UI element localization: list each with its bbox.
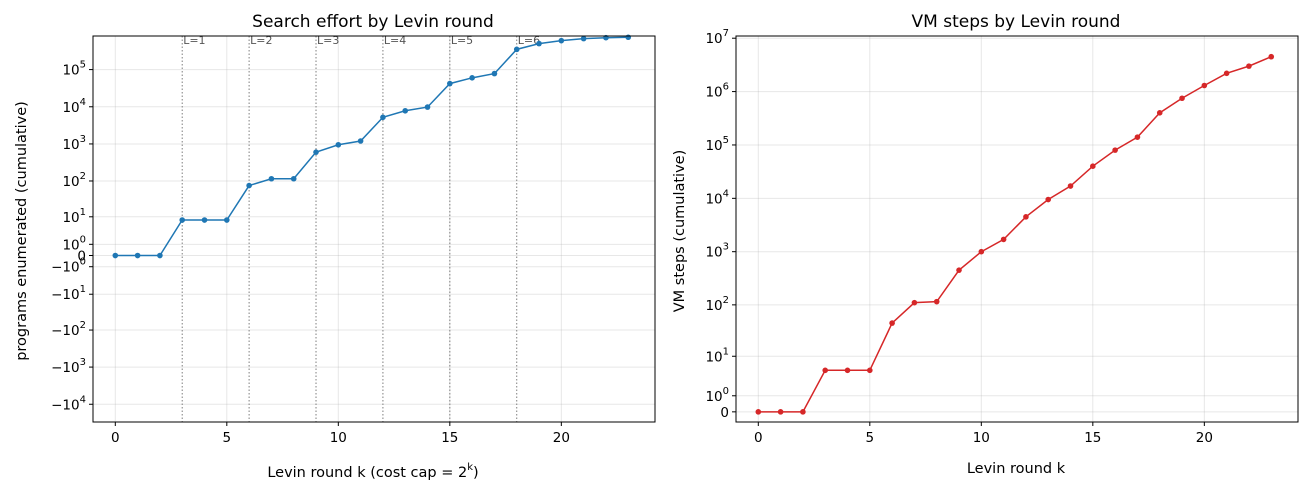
x-tick-label: 10 [330,430,347,446]
chart-right: VM steps by Levin round Levin round k VM… [672,12,1299,477]
y-tick-label: 0 [720,405,729,421]
x-tick-label: 20 [553,430,570,446]
y-tick-label: 106 [705,82,729,101]
data-point [889,320,895,326]
y-tick-label: −104 [51,394,86,413]
data-point [844,367,851,374]
x-tick-label: 15 [441,430,458,446]
data-point [558,37,565,44]
data-point [777,409,784,415]
x-tick-label: 5 [223,430,232,446]
round-marker-label: L=5 [451,34,473,47]
y-tick-label: 102 [705,295,729,314]
y-tick-label: 105 [705,135,729,154]
data-point [335,141,342,148]
data-point [157,252,163,259]
x-tick-label: 20 [1196,430,1213,446]
round-marker-label: L=4 [384,34,406,47]
data-point [1112,147,1118,153]
data-point [625,34,632,41]
data-point [447,80,453,87]
y-tick-label: 103 [705,242,729,261]
data-point [268,175,275,182]
y-tick-label: 102 [62,171,86,190]
data-point [1201,82,1208,89]
y-tick-label: −103 [51,357,86,376]
series-line [115,36,629,257]
data-point [536,40,542,47]
y-tick-label: 101 [62,207,86,226]
chart-left: Search effort by Levin round Levin round… [14,12,656,481]
round-marker-label: L=1 [183,34,205,47]
y-tick-label: 107 [705,28,729,47]
y-tick-label: 100 [62,234,86,253]
x-tick-label: 15 [1084,430,1101,446]
round-marker-label: L=6 [518,34,540,47]
chart-title: Search effort by Levin round [252,12,494,32]
data-point [179,217,186,223]
y-tick-label: 104 [62,97,86,116]
y-tick-label: 101 [705,346,729,365]
plot-frame [735,35,1299,423]
y-tick-label: 100 [705,386,729,405]
round-marker-label: L=3 [317,34,339,47]
data-point [1246,63,1252,69]
data-point [201,217,208,223]
y-tick-label: 0 [77,249,86,265]
x-tick-label: 10 [973,430,990,446]
data-point [755,409,762,415]
x-tick-label: 0 [754,430,763,446]
x-tick-label: 0 [111,430,120,446]
data-point [1179,95,1185,102]
round-marker-label: L=2 [250,34,272,47]
data-point [978,248,985,255]
data-point [380,114,386,121]
data-point [1067,183,1074,189]
data-point [246,182,252,189]
y-tick-label: −100 [51,257,86,276]
x-tick-label: 5 [866,430,875,446]
series-line [758,56,1272,413]
x-axis-label: Levin round k (cost cap = 2k) [267,462,478,481]
data-point [513,46,520,53]
data-point [402,107,409,114]
data-point [822,367,829,374]
data-point [112,252,119,259]
y-axis-label: VM steps (cumulative) [672,150,688,313]
y-tick-label: −101 [51,284,86,303]
data-point [134,252,141,259]
data-point [1268,53,1275,60]
data-point [800,409,806,415]
data-point [224,217,230,223]
y-tick-label: −102 [51,320,86,339]
data-point [911,299,918,306]
data-point [469,75,475,81]
data-point [1023,214,1029,220]
data-point [1223,70,1230,77]
data-point [491,70,498,77]
plot-frame [92,35,656,423]
y-tick-label: 103 [62,134,86,153]
data-point [867,367,873,374]
data-point [357,138,364,144]
chart-title: VM steps by Levin round [912,12,1121,32]
y-tick-label: 104 [705,188,729,207]
data-point [933,298,940,305]
data-point [580,35,587,42]
data-point [1000,236,1007,243]
data-point [290,175,297,182]
data-point [1156,110,1163,116]
x-axis-label: Levin round k [967,461,1066,477]
y-tick-label: 105 [62,60,86,79]
data-point [956,267,962,273]
data-point [1090,163,1096,170]
data-point [1134,134,1141,140]
y-axis-label: programs enumerated (cumulative) [14,101,30,361]
data-point [1045,196,1052,203]
data-point [313,149,319,155]
data-point [424,104,431,110]
